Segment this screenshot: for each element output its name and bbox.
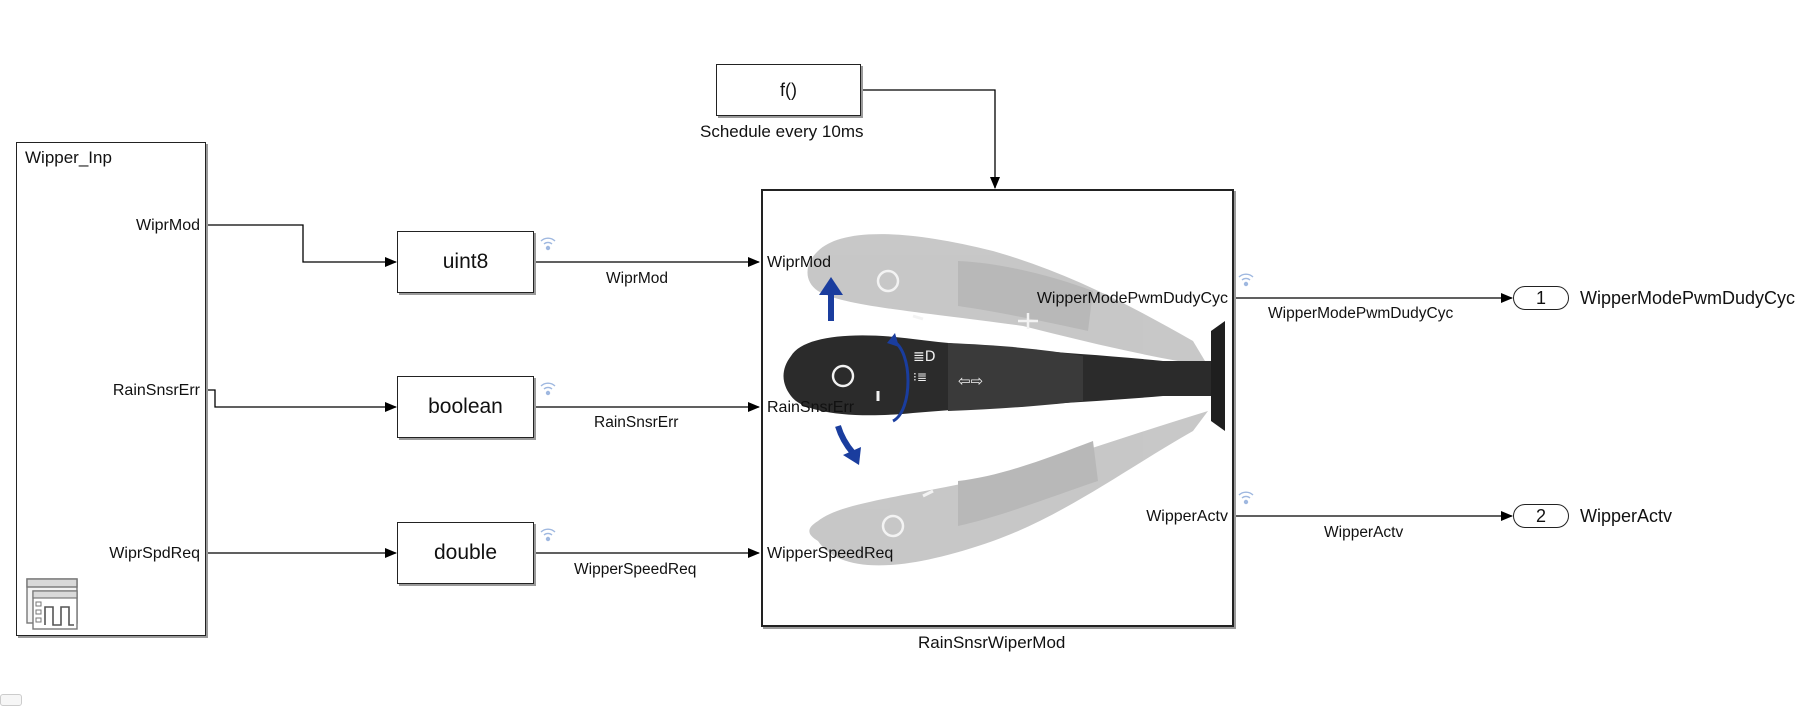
outport-1-number: 1 — [1535, 287, 1546, 308]
signal-label-wiprmod: WiprMod — [606, 270, 669, 287]
subsystem-input-rainsnsrerr: RainSnsrErr — [767, 399, 855, 416]
convert-double-block[interactable]: double — [397, 522, 534, 584]
log-icon — [540, 237, 1254, 542]
convert-boolean-label: boolean — [428, 395, 503, 418]
subsystem-input-wipperspeedreq: WipperSpeedReq — [767, 545, 894, 562]
outport-1-name: WipperModePwmDudyCyc — [1580, 288, 1796, 308]
convert-boolean-block[interactable]: boolean — [397, 376, 534, 438]
convert-uint8-block[interactable]: uint8 — [397, 231, 534, 293]
source-output-wiprmod: WiprMod — [135, 217, 200, 234]
outport-2-number: 2 — [1535, 505, 1546, 526]
fcall-line — [861, 89, 1000, 189]
outport-2-name: WipperActv — [1580, 506, 1673, 526]
source-output-wiprspdreq: WiprSpdReq — [109, 545, 200, 562]
signal-label-rainsnsrerr: RainSnsrErr — [594, 414, 679, 431]
svg-text:⇦⇨: ⇦⇨ — [958, 372, 983, 390]
fcall-block[interactable]: f() — [716, 64, 861, 116]
outport-1[interactable]: 1 — [1513, 286, 1569, 310]
source-output-rainsnsrerr: RainSnsrErr — [112, 382, 200, 399]
signal-label-wipperspeedreq: WipperSpeedReq — [574, 561, 697, 578]
wiper-stalk-icon: ≣D ⁝≣ ⇦⇨ — [783, 234, 1225, 566]
subsystem-output-pwm: WipperModePwmDudyCyc — [1036, 290, 1228, 307]
svg-text:≣D: ≣D — [913, 349, 936, 365]
fcall-label: f() — [780, 79, 797, 100]
subsystem-input-wiprmod: WiprMod — [767, 254, 832, 271]
canvas-corner-marker — [0, 694, 22, 706]
signal-label-actv: WipperActv — [1324, 524, 1404, 541]
signal-label-pwm: WipperModePwmDudyCyc — [1268, 305, 1454, 322]
subsystem-name: RainSnsrWiperMod — [918, 633, 1066, 652]
source-block[interactable]: Wipper_Inp WiprMod RainSnsrErr WiprSpdRe… — [16, 142, 206, 636]
line-wiprmod-in — [206, 224, 397, 267]
subsystem-block[interactable]: ≣D ⁝≣ ⇦⇨ WiprMod RainSnsrErr WipperSpeed… — [761, 189, 1234, 627]
source-title: Wipper_Inp — [25, 148, 112, 167]
svg-text:⁝≣: ⁝≣ — [913, 370, 927, 384]
fcall-caption: Schedule every 10ms — [700, 122, 864, 141]
signal-editor-icon — [26, 578, 78, 630]
convert-double-label: double — [433, 541, 498, 564]
convert-uint8-label: uint8 — [442, 250, 489, 273]
line-rainsnsrerr-in — [206, 389, 397, 412]
outport-2[interactable]: 2 — [1513, 504, 1569, 528]
subsystem-output-actv: WipperActv — [1146, 508, 1228, 525]
